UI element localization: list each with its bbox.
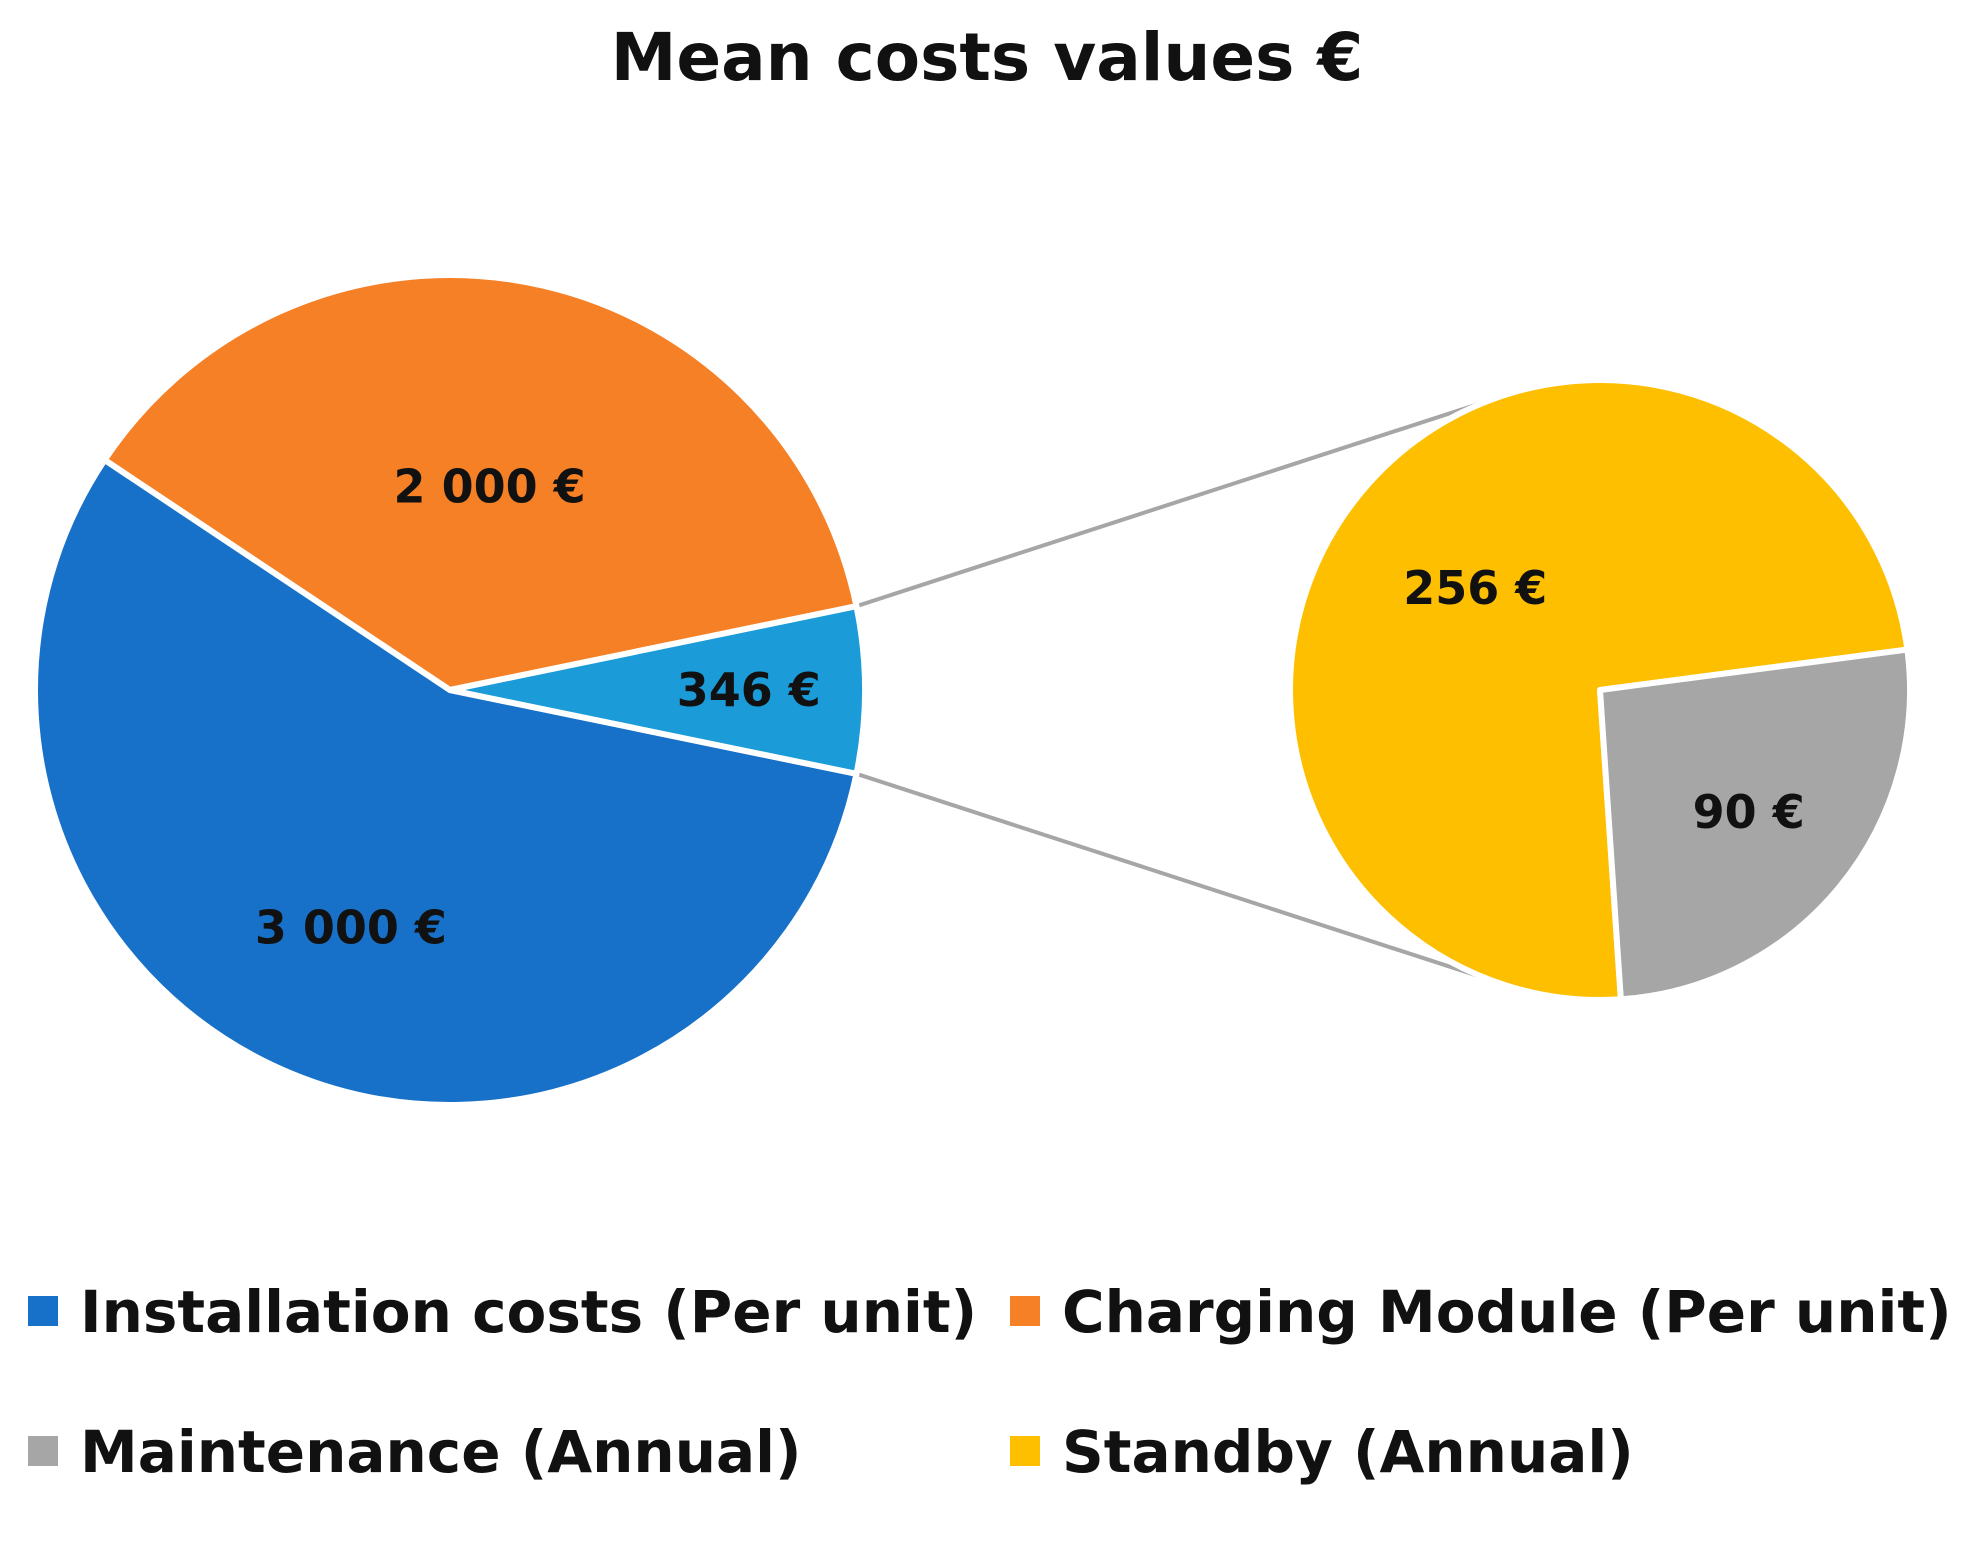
legend: Installation costs (Per unit) Charging Mo…	[28, 1278, 1952, 1486]
secondary-pie	[1287, 377, 1913, 1003]
connector-top	[855, 398, 1490, 609]
main-pie	[32, 272, 868, 1108]
data-label-standby-annual: 256 €	[1403, 561, 1547, 615]
data-label-other: 346 €	[677, 663, 821, 717]
main-slice-other	[447, 603, 868, 777]
chart-title: Mean costs values €	[611, 19, 1364, 96]
legend-label-charging-module-per-unit: Charging Module (Per unit)	[1062, 1278, 1952, 1346]
main-slice-installation-costs-per-unit	[32, 456, 860, 1108]
legend-swatch-installation-costs-per-unit	[28, 1296, 58, 1326]
legend-swatch-maintenance-annual	[28, 1436, 58, 1466]
data-label-maintenance-annual: 90 €	[1693, 785, 1805, 839]
legend-label-installation-costs-per-unit: Installation costs (Per unit)	[80, 1278, 977, 1346]
secondary-pie-labels: 256 € 90 €	[1403, 561, 1804, 839]
legend-swatch-standby-annual	[1010, 1436, 1040, 1466]
legend-swatch-charging-module-per-unit	[1010, 1296, 1040, 1326]
data-label-installation-costs-per-unit: 3 000 €	[255, 900, 447, 954]
legend-label-maintenance-annual: Maintenance (Annual)	[80, 1418, 802, 1486]
main-pie-labels: 3 000 € 2 000 € 346 €	[255, 459, 821, 954]
connector-lines	[855, 398, 1521, 992]
connector-bottom	[855, 771, 1521, 992]
secondary-slice-maintenance-annual	[1597, 646, 1913, 1003]
legend-label-standby-annual: Standby (Annual)	[1062, 1418, 1634, 1486]
data-label-charging-module-per-unit: 2 000 €	[394, 459, 586, 513]
main-slice-charging-module-per-unit	[101, 272, 860, 693]
